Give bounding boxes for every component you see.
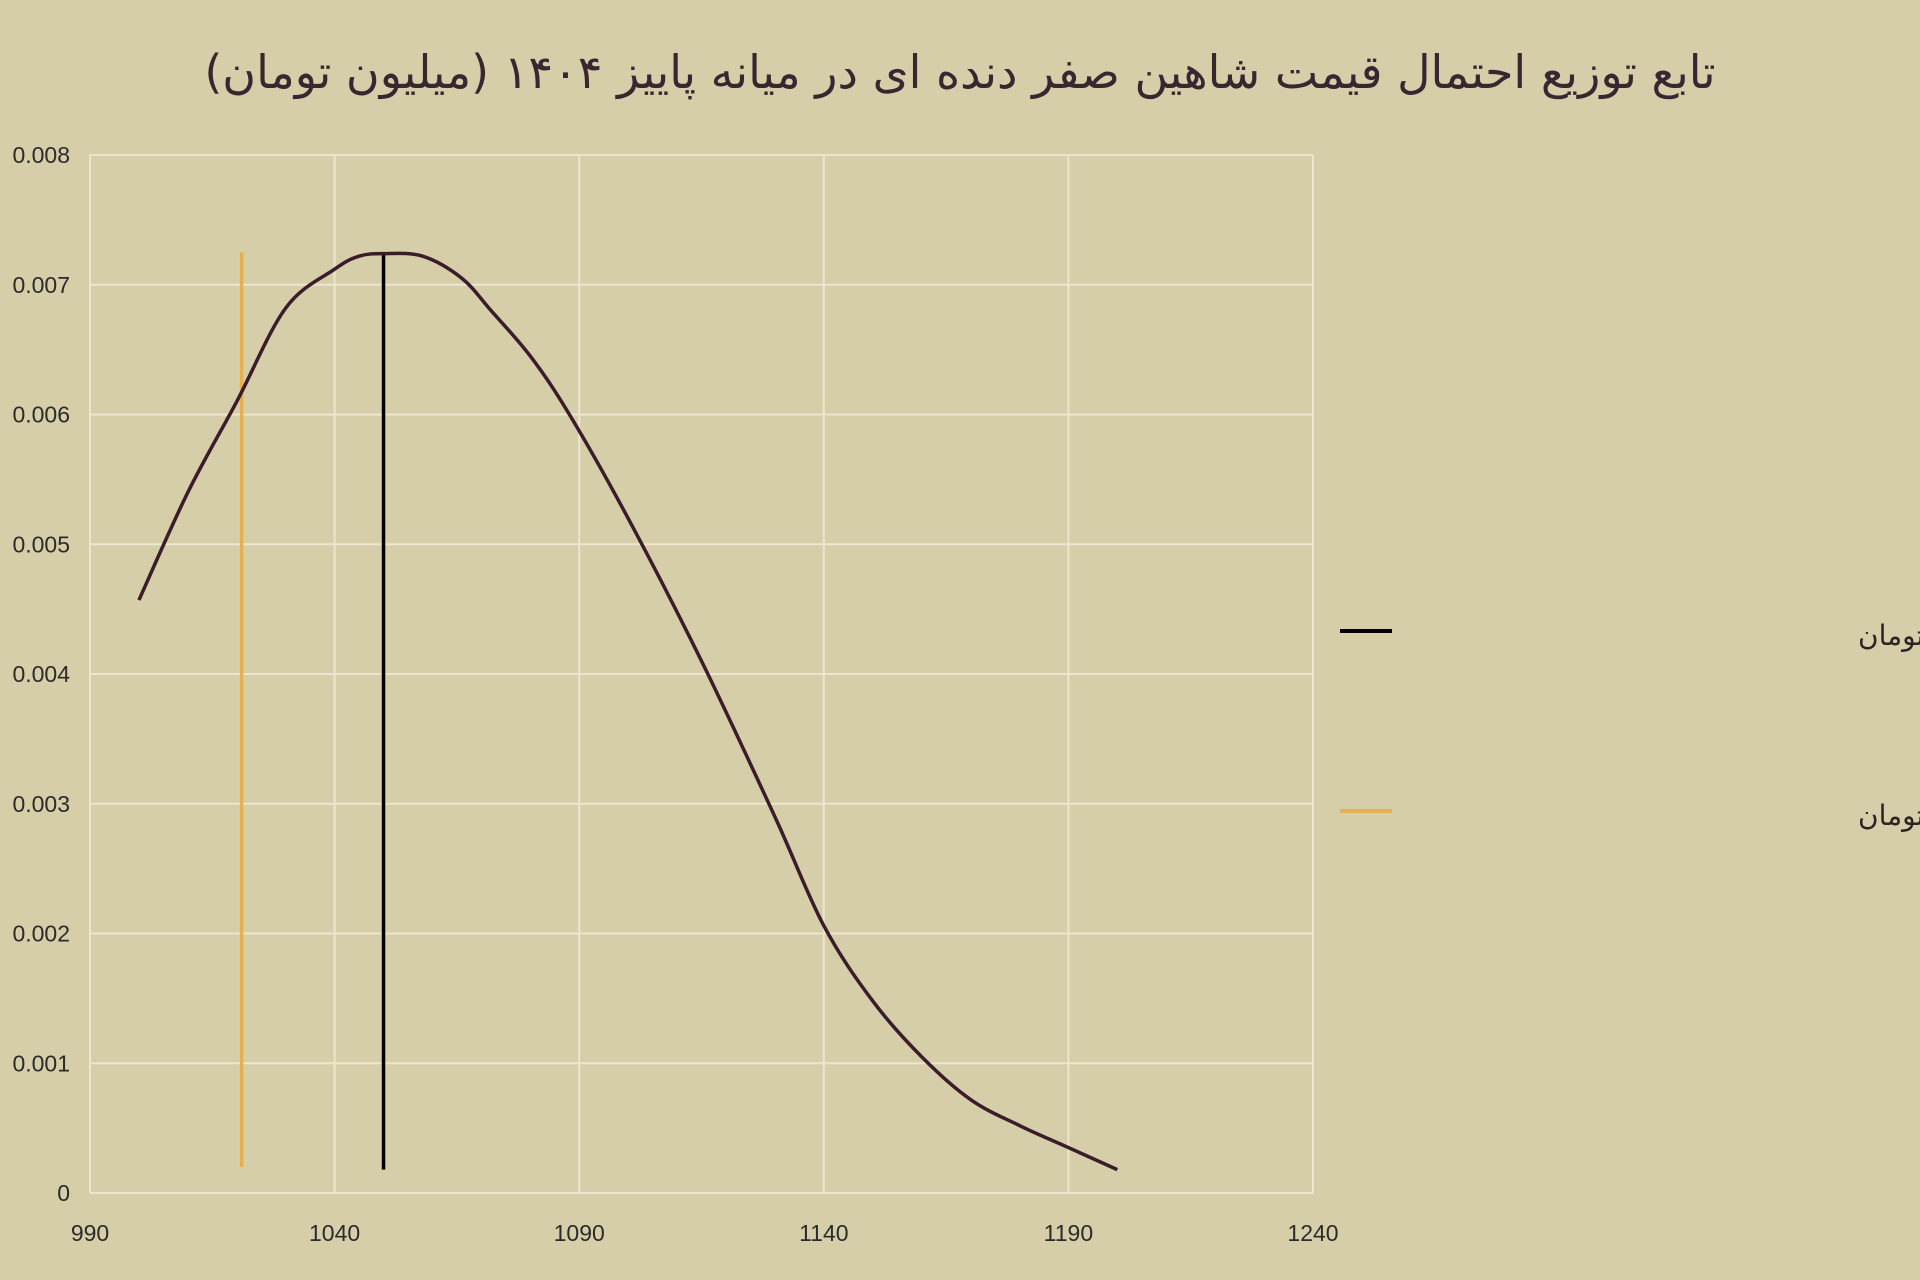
x-tick-label: 1190 [1044,1220,1093,1246]
axes: 0 0.001 0.002 0.003 0.004 0.005 0.006 0.007 0.00… [12,142,1338,1246]
y-tick-label: 0.003 [12,791,70,817]
reference-lines [239,252,386,1170]
y-tick-label: 0.001 [12,1050,70,1076]
series [137,251,1119,1172]
x-tick-label: 990 [71,1220,109,1246]
y-tick-label: 0.002 [12,921,70,947]
legend-label: پرتکرارترین قیمت ۱۰۵۰ میلیون تومان [1858,619,1920,652]
x-tick-label: 1240 [1287,1220,1338,1246]
y-tick-label: 0.008 [12,142,70,168]
y-tick-label: 0.006 [12,402,70,428]
distribution-curve [137,251,1119,1172]
legend: پرتکرارترین قیمت ۱۰۵۰ میلیون تومان میانه … [1340,619,1920,832]
y-tick-label: 0 [57,1180,70,1206]
legend-label: میانه قیمت ها برابر با ۱۰۲۱ میلیون تومان [1858,799,1920,832]
x-tick-label: 1140 [799,1220,848,1246]
chart-title: تابع توزیع احتمال قیمت شاهین صفر دنده ای… [204,45,1715,100]
y-tick-label: 0.004 [12,661,70,687]
y-tick-label: 0.007 [12,272,70,298]
x-tick-label: 1040 [309,1220,360,1246]
x-tick-label: 1090 [554,1220,605,1246]
y-tick-label: 0.005 [12,531,70,557]
grid [89,154,1314,1194]
